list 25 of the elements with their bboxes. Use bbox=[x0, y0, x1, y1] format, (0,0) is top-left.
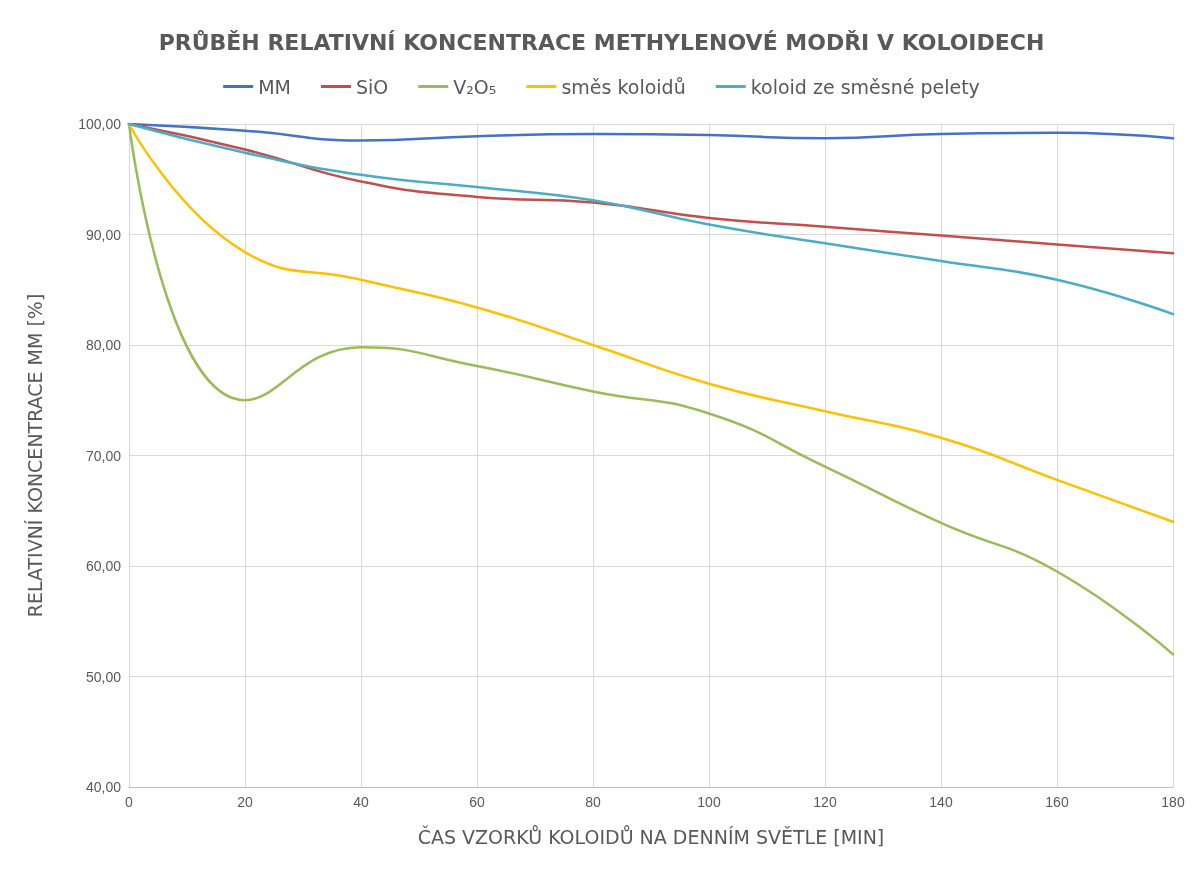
x-tick-label: 100 bbox=[697, 794, 721, 810]
legend-label: MM bbox=[258, 75, 291, 98]
x-tick-label: 40 bbox=[353, 794, 369, 810]
x-tick-label: 20 bbox=[237, 794, 253, 810]
chart-title: PRŮBĚH RELATIVNÍ KONCENTRACE METHYLENOVÉ MODŘI V KOLOIDECH bbox=[158, 29, 1045, 55]
y-tick-label: 70,00 bbox=[85, 447, 122, 464]
x-tick-label: 180 bbox=[1161, 794, 1185, 810]
y-tick-label: 100,00 bbox=[78, 116, 122, 132]
x-axis-title: ČAS VZORKŮ KOLOIDŮ NA DENNÍM SVĚTLE [MIN] bbox=[417, 824, 885, 848]
y-tick-label: 90,00 bbox=[85, 226, 122, 243]
legend-label: směs koloidů bbox=[561, 75, 686, 98]
y-axis-title: RELATIVNÍ KONCENTRACE MM [%] bbox=[23, 293, 46, 618]
x-tick-label: 60 bbox=[469, 794, 485, 810]
y-tick-label: 80,00 bbox=[85, 337, 122, 353]
y-tick-label: 40,00 bbox=[85, 779, 122, 795]
y-tick-label: 60,00 bbox=[85, 558, 122, 574]
legend-label: V₂O₅ bbox=[453, 75, 497, 98]
legend-label: SiO bbox=[355, 75, 389, 98]
legend-label: koloid ze směsné pelety bbox=[750, 75, 980, 98]
x-tick-label: 0 bbox=[125, 794, 134, 810]
x-tick-label: 120 bbox=[813, 794, 837, 810]
x-tick-label: 80 bbox=[585, 794, 601, 810]
x-tick-label: 160 bbox=[1045, 794, 1069, 810]
x-tick-label: 140 bbox=[929, 794, 953, 810]
y-tick-label: 50,00 bbox=[85, 668, 122, 685]
